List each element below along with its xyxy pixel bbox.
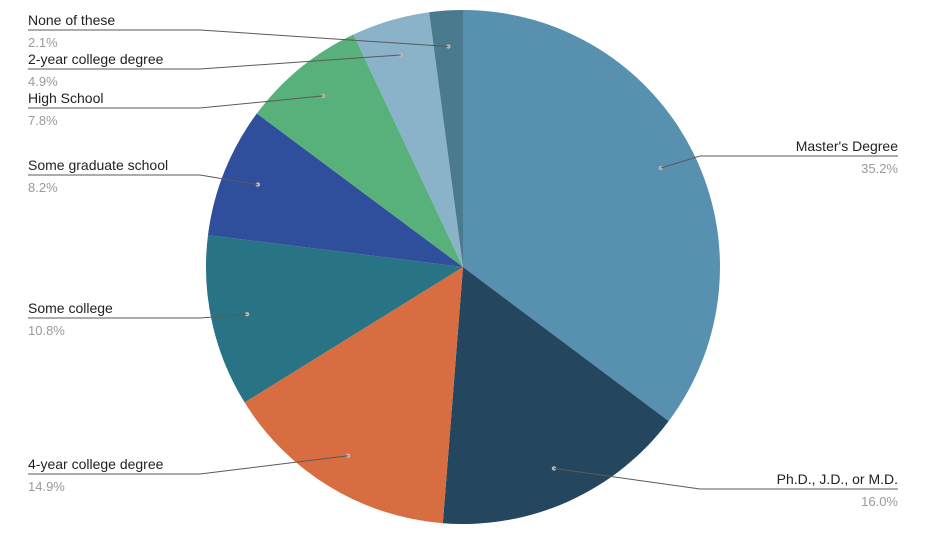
slice-ph-d-j-d-or-m-d xyxy=(442,267,669,525)
slice-none-of-these xyxy=(429,10,463,267)
leader-line-high-school xyxy=(28,95,324,109)
slice-4-year-college-degree xyxy=(244,267,463,524)
slice-high-school xyxy=(256,34,463,268)
label-some-graduate-school: Some graduate school xyxy=(28,157,168,173)
value-ph-d-j-d-or-m-d: 16.0% xyxy=(861,494,898,509)
slice-master-s-degree xyxy=(463,10,720,422)
slice-labels: Master's Degree 35.2% Ph.D., J.D., or M.D.… xyxy=(28,12,898,509)
slice-some-graduate-school xyxy=(207,113,463,267)
value-some-college: 10.8% xyxy=(28,323,65,338)
leader-line-ph-d-j-d-or-m-d xyxy=(553,467,898,490)
value-none-of-these: 2.1% xyxy=(28,35,58,50)
leader-line-some-college xyxy=(28,313,248,319)
label-none-of-these: None of these xyxy=(28,12,115,28)
leader-line-2-year-college-degree xyxy=(28,54,401,70)
leader-line-some-graduate-school xyxy=(28,174,258,186)
label-ph-d-j-d-or-m-d: Ph.D., J.D., or M.D. xyxy=(777,471,898,487)
leader-line-master-s-degree xyxy=(660,155,898,169)
leader-line-none-of-these xyxy=(28,29,449,47)
value-2-year-college-degree: 4.9% xyxy=(28,74,58,89)
slice-some-college xyxy=(206,235,463,403)
label-high-school: High School xyxy=(28,90,104,106)
label-2-year-college-degree: 2-year college degree xyxy=(28,51,164,67)
value-some-graduate-school: 8.2% xyxy=(28,180,58,195)
leader-line-4-year-college-degree xyxy=(28,455,349,475)
pie-slices xyxy=(206,10,720,525)
value-4-year-college-degree: 14.9% xyxy=(28,479,65,494)
leader-lines xyxy=(28,29,898,490)
label-master-s-degree: Master's Degree xyxy=(796,138,898,154)
label-4-year-college-degree: 4-year college degree xyxy=(28,456,164,472)
value-master-s-degree: 35.2% xyxy=(861,161,898,176)
value-high-school: 7.8% xyxy=(28,113,58,128)
label-some-college: Some college xyxy=(28,300,113,316)
leader-dot-ph-d-j-d-or-m-d xyxy=(551,466,557,471)
slice-2-year-college-degree xyxy=(353,12,463,267)
